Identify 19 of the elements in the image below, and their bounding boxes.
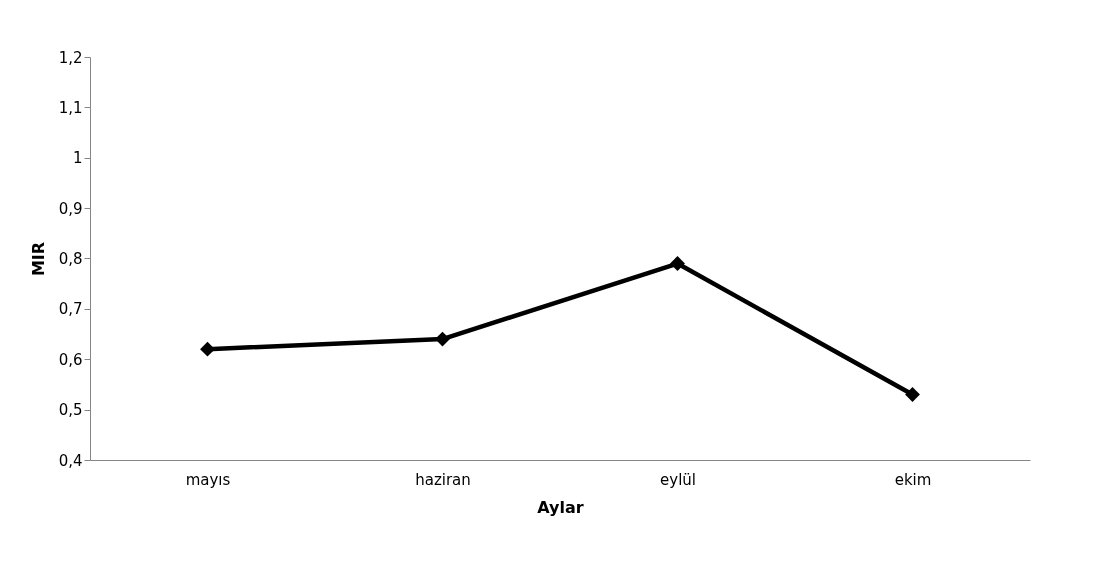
point — [905, 387, 920, 402]
x-tick-label: haziran — [415, 470, 471, 489]
y-tick-label: 1,1 — [58, 98, 83, 117]
x-tick-label: eylül — [660, 470, 696, 489]
y-tick-label: 0,4 — [58, 451, 83, 470]
point — [670, 256, 685, 271]
y-tick-label: 0,7 — [58, 300, 83, 319]
y-tick-label: 1,2 — [58, 48, 83, 67]
x-tick-label: ekim — [894, 470, 932, 489]
point — [200, 341, 215, 357]
y-tick-label: 0,5 — [58, 401, 83, 420]
y-tick-label: 0,8 — [58, 250, 83, 268]
y-tick-label: 0,9 — [58, 199, 83, 218]
point — [435, 331, 450, 347]
x-tick-label: mayıs — [185, 470, 231, 489]
x-axis-title: Aylar — [537, 497, 584, 517]
y-tick-label: 1 — [72, 149, 83, 168]
y-tick-label: 0,6 — [58, 350, 83, 369]
y-axis-title: MIR — [28, 241, 48, 277]
